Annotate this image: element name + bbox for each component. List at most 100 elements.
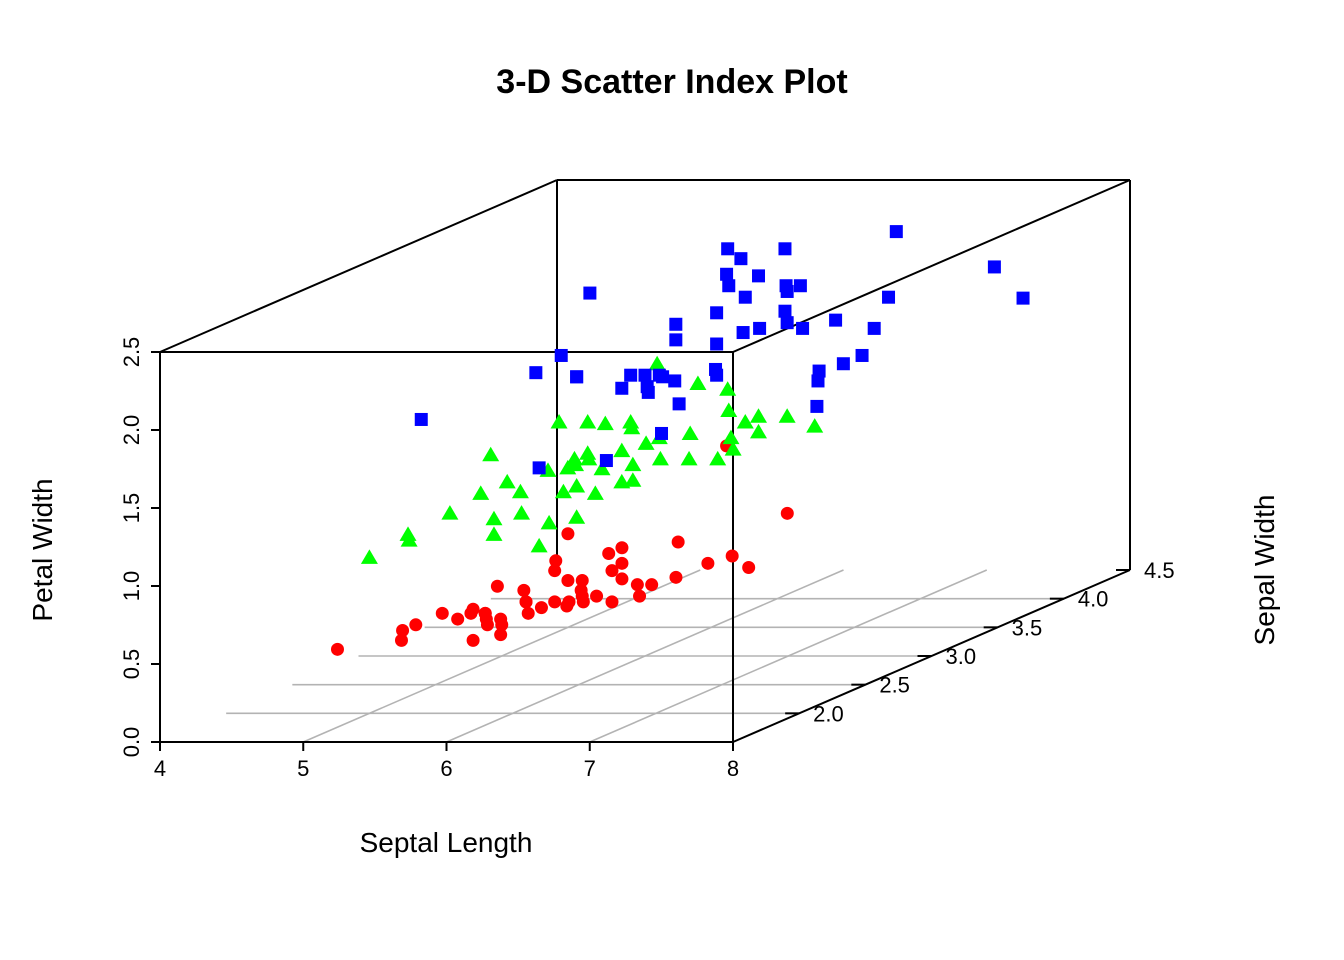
data-point-square [793,279,807,293]
data-point-circle [671,535,685,549]
chart-title: 3-D Scatter Index Plot [496,63,847,101]
z-tick-label: 2.5 [119,337,144,368]
data-point-triangle [648,355,666,371]
data-point-triangle [559,459,577,475]
data-point-square [669,317,683,331]
data-point-square [638,368,652,382]
data-point-circle [521,606,535,620]
data-point-triangle [622,414,640,429]
data-point-square [780,284,794,298]
data-point-square [570,370,584,384]
data-point-square [780,316,794,330]
data-point-triangle [568,509,586,524]
data-point-circle [435,606,449,620]
data-point-square [672,397,686,411]
data-point-circle [575,574,589,588]
data-point-triangle [580,450,598,466]
data-point-square [710,306,724,320]
data-point-circle [548,595,562,609]
data-point-circle [633,589,647,603]
data-point-circle [548,564,562,578]
data-point-square [529,366,543,380]
data-point-square [753,321,767,335]
data-point-circle [602,546,616,560]
data-point-triangle [540,514,558,530]
data-point-triangle [485,510,503,526]
data-point-circle [576,595,590,609]
data-point-circle [590,589,604,603]
data-point-circle [494,628,508,642]
data-point-triangle [719,381,737,396]
data-point-circle [495,618,509,632]
data-point-circle [615,556,629,570]
y-tick-label: 4.5 [1144,558,1175,583]
data-point-circle [330,642,344,656]
data-point-square [720,267,734,281]
data-point-triangle [624,456,642,472]
data-point-square [532,461,546,475]
y-tick-label: 3.5 [1012,615,1043,640]
data-point-square [752,269,766,283]
z-tick-label: 0.0 [119,727,144,758]
data-point-circle [780,506,794,520]
data-point-circle [490,579,504,593]
y-axis-label: Sepal Width [1249,495,1280,646]
data-point-square [867,321,881,335]
data-point-circle [549,554,563,568]
data-point-triangle [736,414,754,429]
data-point-triangle [722,429,740,445]
data-point-square [811,374,825,388]
z-tick-label: 1.0 [119,571,144,602]
data-point-square [810,399,824,413]
data-point-circle [466,602,480,616]
data-point-triangle [579,445,597,460]
z-tick-label: 0.5 [119,649,144,680]
data-point-square [778,242,792,256]
data-point-square [710,337,724,351]
data-point-triangle [586,485,604,500]
data-point-triangle [637,435,655,450]
data-point-square [829,313,843,327]
data-point-triangle [724,441,742,456]
data-point-circle [669,570,683,584]
data-point-triangle [778,408,796,423]
data-point-triangle [651,450,669,466]
data-point-triangle [613,473,631,489]
data-point-circle [605,564,619,578]
data-point-circle [396,624,410,638]
data-point-square [778,304,792,318]
data-point-square [882,290,896,304]
z-axis-label: Petal Width [27,478,58,621]
data-point-circle [701,556,715,570]
plot-box [159,179,1131,743]
data-point-triangle [623,419,641,435]
data-point-circle [466,633,480,647]
y-tick-label: 3.0 [946,644,977,669]
data-point-circle [480,618,494,632]
data-point-triangle [472,485,490,500]
data-point-square [734,252,748,266]
data-point-circle [561,527,575,541]
data-point-square [738,290,752,304]
data-point-triangle [360,549,378,564]
data-point-square [736,326,750,340]
data-point-triangle [579,414,597,429]
data-point-circle [615,541,629,555]
x-axis-label: Septal Length [360,827,533,858]
data-point-triangle [530,537,548,553]
data-point-triangle [565,450,583,466]
data-point-triangle [806,418,824,433]
data-point-triangle [550,414,568,429]
data-point-circle [630,578,644,592]
data-point-square [641,385,655,399]
data-point-circle [561,574,575,588]
data-point-square [1016,291,1030,305]
data-point-square [721,242,735,256]
data-point-triangle [593,460,611,476]
data-point-triangle [750,423,768,439]
data-point-square [599,454,613,468]
z-tick-label: 1.5 [119,493,144,524]
data-point-square [796,321,810,335]
data-point-triangle [613,442,631,458]
